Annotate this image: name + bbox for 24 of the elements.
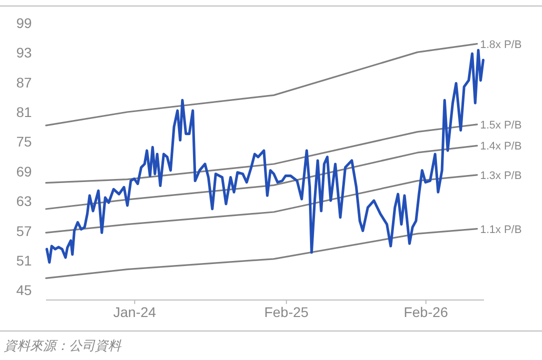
y-tick-label: 63: [16, 193, 32, 210]
y-tick-label: 57: [16, 222, 32, 239]
line-series: [45, 43, 478, 126]
y-tick-label: 45: [16, 282, 32, 298]
series-label: 1.1x P/B: [480, 224, 522, 236]
x-tick-label: Jan-24: [113, 304, 156, 320]
line-series: [45, 144, 478, 210]
series-label: 1.4x P/B: [480, 140, 522, 153]
y-tick-label: 87: [16, 74, 32, 90]
y-tick-label: 99: [16, 15, 32, 31]
line-series: [45, 174, 478, 234]
series-label: 1.5x P/B: [480, 119, 522, 132]
y-tick-label: 93: [16, 44, 32, 61]
y-tick-label: 69: [16, 163, 32, 180]
line-series: [45, 124, 478, 184]
y-tick-label: 81: [16, 104, 32, 120]
line-series: [45, 228, 478, 279]
x-tick-label: Feb-25: [264, 304, 309, 320]
series-label: 1.8x P/B: [480, 38, 522, 51]
x-tick-label: Feb-26: [404, 304, 448, 320]
y-tick-label: 75: [16, 134, 32, 150]
y-tick-label: 51: [16, 252, 32, 268]
series-label: 1.3x P/B: [480, 170, 522, 182]
source-note: 資料來源：公司資料: [4, 338, 122, 353]
